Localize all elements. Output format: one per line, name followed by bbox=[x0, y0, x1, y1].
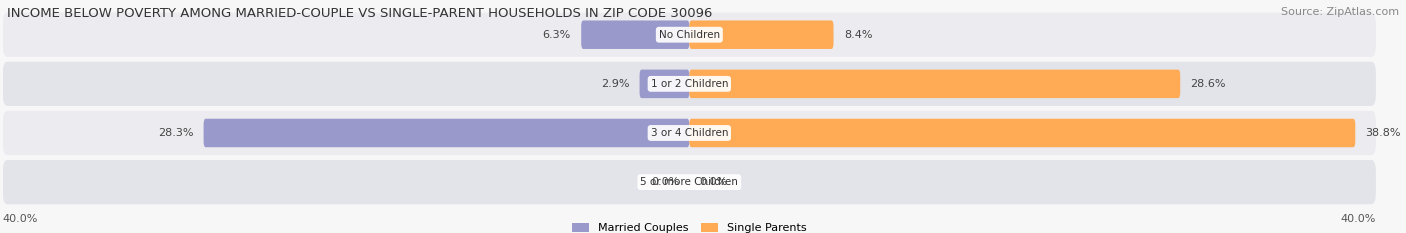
FancyBboxPatch shape bbox=[3, 111, 1376, 155]
Text: INCOME BELOW POVERTY AMONG MARRIED-COUPLE VS SINGLE-PARENT HOUSEHOLDS IN ZIP COD: INCOME BELOW POVERTY AMONG MARRIED-COUPL… bbox=[7, 7, 713, 20]
FancyBboxPatch shape bbox=[689, 70, 1180, 98]
Text: 0.0%: 0.0% bbox=[700, 177, 728, 187]
FancyBboxPatch shape bbox=[581, 21, 689, 49]
FancyBboxPatch shape bbox=[3, 62, 1376, 106]
Text: 28.3%: 28.3% bbox=[157, 128, 193, 138]
Text: 38.8%: 38.8% bbox=[1365, 128, 1402, 138]
FancyBboxPatch shape bbox=[689, 21, 834, 49]
Text: 2.9%: 2.9% bbox=[600, 79, 630, 89]
Text: 0.0%: 0.0% bbox=[651, 177, 679, 187]
Text: 3 or 4 Children: 3 or 4 Children bbox=[651, 128, 728, 138]
Text: 6.3%: 6.3% bbox=[543, 30, 571, 40]
FancyBboxPatch shape bbox=[3, 160, 1376, 204]
Text: 40.0%: 40.0% bbox=[1340, 214, 1376, 224]
Text: 28.6%: 28.6% bbox=[1191, 79, 1226, 89]
Text: 1 or 2 Children: 1 or 2 Children bbox=[651, 79, 728, 89]
FancyBboxPatch shape bbox=[640, 70, 689, 98]
Text: 40.0%: 40.0% bbox=[3, 214, 38, 224]
Text: Source: ZipAtlas.com: Source: ZipAtlas.com bbox=[1281, 7, 1399, 17]
FancyBboxPatch shape bbox=[204, 119, 689, 147]
Text: No Children: No Children bbox=[659, 30, 720, 40]
FancyBboxPatch shape bbox=[3, 13, 1376, 57]
Legend: Married Couples, Single Parents: Married Couples, Single Parents bbox=[572, 223, 807, 233]
FancyBboxPatch shape bbox=[689, 119, 1355, 147]
Text: 5 or more Children: 5 or more Children bbox=[640, 177, 738, 187]
Text: 8.4%: 8.4% bbox=[844, 30, 872, 40]
